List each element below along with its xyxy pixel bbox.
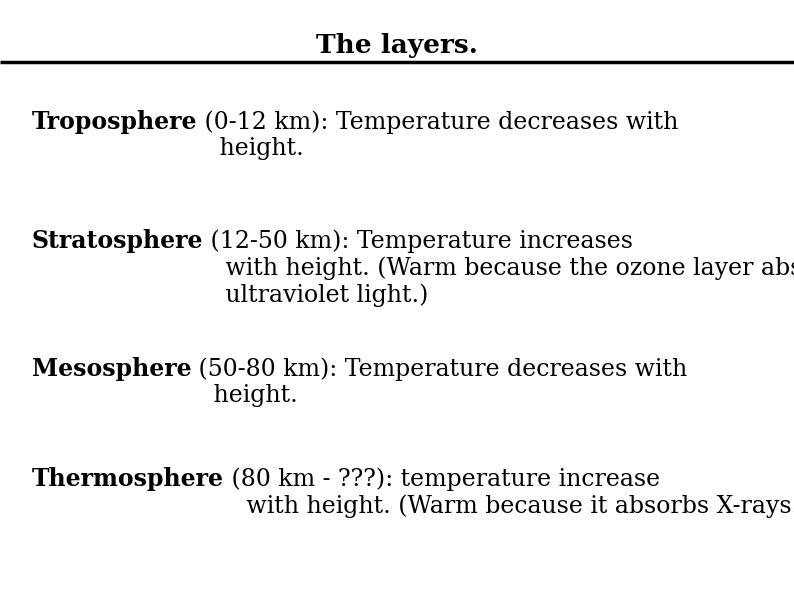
Text: (0-12 km): Temperature decreases with
   height.: (0-12 km): Temperature decreases with he… — [197, 110, 679, 160]
Text: Stratosphere: Stratosphere — [32, 229, 203, 253]
Text: (50-80 km): Temperature decreases with
   height.: (50-80 km): Temperature decreases with h… — [191, 357, 688, 407]
Text: The layers.: The layers. — [316, 33, 478, 58]
Text: Thermosphere: Thermosphere — [32, 467, 224, 491]
Text: Troposphere: Troposphere — [32, 110, 197, 134]
Text: (80 km - ???): temperature increase
   with height. (Warm because it absorbs X-r: (80 km - ???): temperature increase with… — [224, 467, 794, 518]
Text: Mesosphere: Mesosphere — [32, 357, 191, 381]
Text: (12-50 km): Temperature increases
   with height. (Warm because the ozone layer : (12-50 km): Temperature increases with h… — [203, 229, 794, 307]
